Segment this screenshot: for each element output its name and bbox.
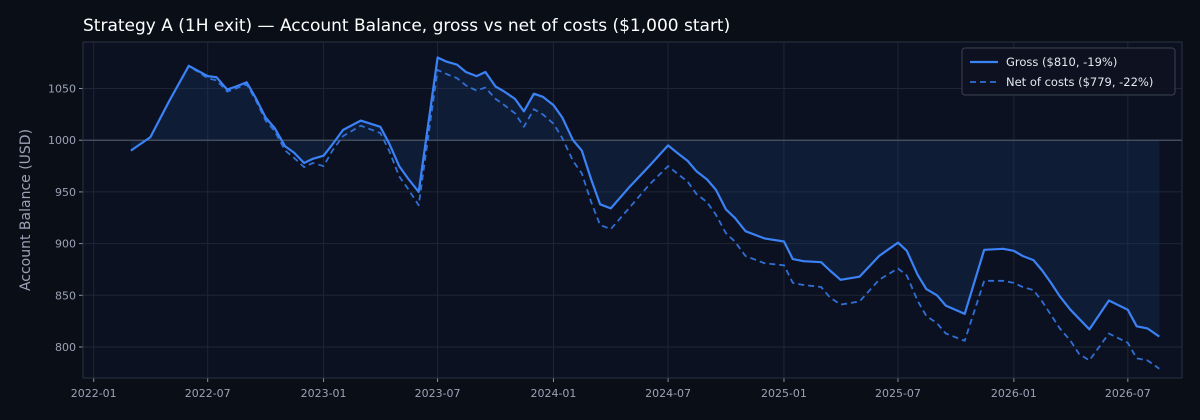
x-axis-ticks: 2022-01 2022-07 2023-01 2023-07 2024-01 2024-… [71,378,1151,400]
gross-fill-area [130,57,1160,337]
x-tick-label: 2022-01 [71,387,117,400]
legend: Gross ($810, -19%) Net of costs ($779, -2… [961,47,1176,96]
y-tick-label: 850 [55,289,76,302]
y-tick-label: 900 [55,238,76,251]
x-tick-label: 2025-07 [875,387,921,400]
plot-area [83,42,1182,378]
chart-title: Strategy A (1H exit) — Account Balance, … [83,16,730,36]
y-tick-label: 1000 [48,134,76,147]
x-tick-label: 2026-07 [1105,387,1151,400]
y-tick-label: 800 [55,341,76,354]
x-tick-label: 2023-07 [415,387,461,400]
x-tick-label: 2024-01 [530,387,576,400]
x-tick-label: 2022-07 [185,387,231,400]
x-tick-label: 2024-07 [645,387,691,400]
y-axis-ticks: 800 850 900 950 1000 1050 [48,83,83,354]
x-tick-label: 2023-01 [301,387,347,400]
series-lines [130,56,1160,370]
y-tick-label: 950 [55,186,76,199]
legend-net-label: Net of costs ($779, -22%) [1006,75,1153,89]
legend-box [961,47,1176,96]
x-tick-label: 2026-01 [991,387,1037,400]
legend-gross-label: Gross ($810, -19%) [1006,55,1117,69]
plot-frame [82,41,1183,379]
y-axis-label: Account Balance (USD) [18,129,34,291]
x-tick-label: 2025-01 [761,387,807,400]
y-tick-label: 1050 [48,83,76,96]
gross-series-line [130,56,1160,338]
